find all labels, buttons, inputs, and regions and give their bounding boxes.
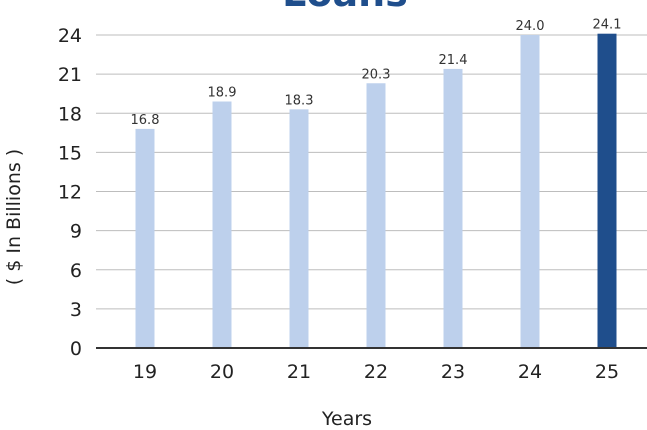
y-axis-title: ( $ In Billions ) bbox=[3, 149, 25, 285]
chart-title: Loans bbox=[282, 0, 408, 15]
data-label-24: 24.0 bbox=[516, 19, 545, 34]
y-tick-label: 24 bbox=[58, 25, 82, 47]
bar-25 bbox=[597, 33, 617, 349]
bar-22 bbox=[366, 83, 386, 349]
data-label-22: 20.3 bbox=[362, 67, 391, 82]
y-tick-label: 9 bbox=[70, 221, 82, 243]
data-label-25: 24.1 bbox=[593, 18, 622, 33]
bar-24 bbox=[520, 35, 540, 348]
x-tick-label: 23 bbox=[441, 361, 465, 383]
y-tick-label: 18 bbox=[58, 103, 82, 125]
x-tick-label: 25 bbox=[595, 361, 619, 383]
x-tick-label: 22 bbox=[364, 361, 388, 383]
x-tick-label: 21 bbox=[287, 361, 311, 383]
y-tick-label: 12 bbox=[58, 182, 82, 204]
y-tick-label: 3 bbox=[70, 299, 82, 321]
bar-23 bbox=[443, 68, 463, 349]
bar-19 bbox=[135, 128, 155, 348]
x-tick-label: 24 bbox=[518, 361, 542, 383]
data-label-21: 18.3 bbox=[285, 93, 314, 108]
bar-21 bbox=[289, 109, 309, 349]
bar-20 bbox=[212, 101, 232, 348]
data-label-20: 18.9 bbox=[208, 86, 237, 101]
x-axis-ticks: 19 20 21 22 23 24 25 bbox=[133, 361, 619, 383]
y-tick-label: 0 bbox=[70, 338, 82, 360]
y-tick-label: 15 bbox=[58, 142, 82, 164]
labels-layer: 16.8 18.9 18.3 20.3 21.4 24.0 24.1 bbox=[131, 18, 622, 128]
x-tick-label: 20 bbox=[210, 361, 234, 383]
y-tick-label: 21 bbox=[58, 64, 82, 86]
bars-layer bbox=[135, 33, 617, 349]
x-tick-label: 19 bbox=[133, 361, 157, 383]
y-axis-ticks: 0 3 6 9 12 15 18 21 24 bbox=[58, 25, 82, 360]
y-tick-label: 6 bbox=[70, 260, 82, 282]
data-label-19: 16.8 bbox=[131, 113, 160, 128]
data-label-23: 21.4 bbox=[439, 53, 468, 68]
x-axis-title: Years bbox=[321, 408, 372, 430]
